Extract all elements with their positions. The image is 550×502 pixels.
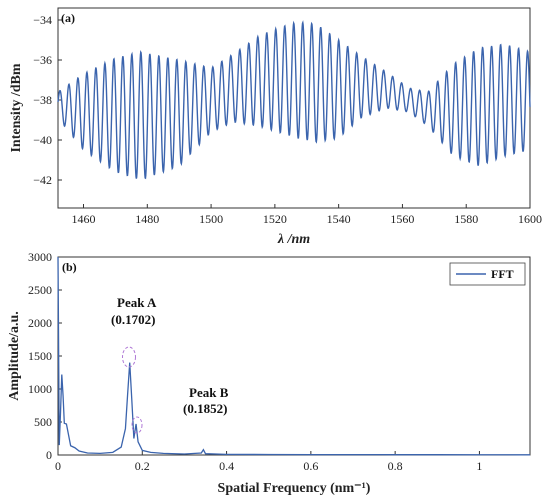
panel-b-y-tick-label: 500	[34, 415, 52, 429]
panel-b-label: (b)	[62, 260, 77, 274]
panel-a-x-tick-label: 1460	[72, 212, 96, 226]
panel-a-y-tick-label: −34	[33, 13, 52, 27]
peak-a-label: Peak A	[117, 295, 157, 310]
peak-a-marker-ellipse	[122, 346, 136, 368]
panel-a-y-tick-label: −36	[33, 53, 52, 67]
peak-b-value: (0.1852)	[183, 401, 227, 416]
panel-b-y-tick-label: 0	[46, 448, 52, 462]
panel-a-y-tick-label: −42	[33, 173, 52, 187]
peak-a-value: (0.1702)	[111, 312, 155, 327]
panel-a-plot-frame	[57, 7, 531, 209]
panel-b-y-tick-label: 1000	[28, 382, 52, 396]
panel-a-label: (a)	[61, 11, 75, 25]
panel-a-y-ticks: −42 −40 −38 −36 −34	[33, 13, 62, 187]
panel-b-y-tick-label: 1500	[28, 349, 52, 363]
panel-a-x-tick-label: 1540	[327, 212, 351, 226]
peak-b-marker-ellipse	[131, 416, 143, 434]
panel-b-x-tick-label: 0.8	[388, 459, 403, 473]
panel-b-x-tick-label: 1	[476, 459, 482, 473]
panel-b: 0 0.2 0.4 0.6 0.8 1 050010001500200025003000 …	[7, 250, 531, 496]
panel-a-x-ticks: 1460 1480 1500 1520 1540 1560 1580 1600	[72, 204, 542, 226]
legend-label-fft: FFT	[491, 267, 514, 281]
legend: FFT	[449, 262, 526, 286]
panel-a-y-tick-label: −40	[33, 133, 52, 147]
panel-a-x-tick-label: 1500	[199, 212, 223, 226]
panel-b-fft-line	[57, 256, 530, 456]
panel-a-y-axis-title: Intensity /dBm	[9, 63, 24, 152]
panel-a-x-tick-label: 1580	[454, 212, 478, 226]
panel-a: 1460 1480 1500 1520 1540 1560 1580 1600 −42−40−…	[9, 7, 542, 247]
peak-b-label: Peak B	[189, 385, 229, 400]
panel-a-y-tick-label: −38	[33, 93, 52, 107]
panel-b-x-tick-label: 0.6	[303, 459, 318, 473]
panel-b-x-tick-label: 0	[55, 459, 61, 473]
panel-a-x-tick-label: 1480	[135, 212, 159, 226]
panel-b-y-tick-label: 2000	[28, 316, 52, 330]
panel-b-y-tick-label: 3000	[28, 250, 52, 264]
panel-b-y-ticks: 0 500 1000 1500 2000 2500 3000	[28, 250, 62, 462]
panel-a-x-tick-label: 1520	[263, 212, 287, 226]
panel-b-x-axis-title: Spatial Frequency (nm⁻¹)	[218, 481, 371, 496]
legend-box	[449, 262, 526, 286]
panel-b-y-tick-label: 2500	[28, 283, 52, 297]
panel-a-x-tick-label: 1560	[390, 212, 414, 226]
panel-b-y-axis-title: Amplitude/a.u.	[7, 311, 22, 400]
panel-a-x-tick-label: 1600	[518, 212, 542, 226]
panel-b-x-tick-label: 0.4	[219, 459, 234, 473]
panel-b-x-ticks: 0 0.2 0.4 0.6 0.8 1	[55, 451, 482, 473]
panel-a-spectrum-line	[57, 20, 531, 180]
panel-b-x-tick-label: 0.2	[135, 459, 150, 473]
panel-b-plot-frame	[57, 256, 531, 456]
panel-a-x-axis-title: λ /nm	[277, 232, 310, 247]
